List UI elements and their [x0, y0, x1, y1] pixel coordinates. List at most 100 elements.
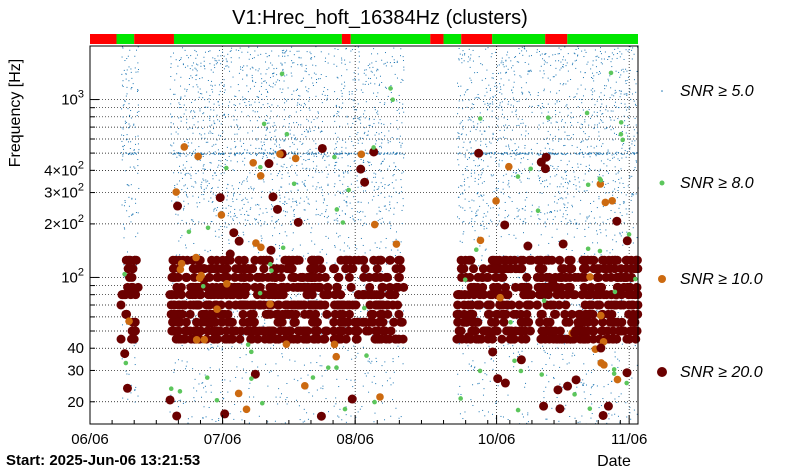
point-snr5: [476, 193, 478, 195]
point-snr5: [457, 373, 459, 375]
point-snr5: [230, 57, 232, 59]
point-snr20: [535, 317, 545, 327]
point-snr5: [234, 155, 236, 157]
point-snr5: [343, 81, 345, 83]
point-snr5: [488, 152, 490, 154]
point-snr5: [200, 152, 202, 154]
point-snr5: [549, 148, 551, 150]
point-snr5: [203, 387, 205, 389]
point-snr5: [213, 144, 215, 146]
point-snr5: [634, 167, 636, 169]
point-snr5: [387, 153, 389, 155]
point-snr5: [182, 168, 184, 170]
point-snr5: [226, 60, 228, 62]
point-snr5: [382, 139, 384, 141]
point-snr5: [252, 152, 254, 154]
point-snr5: [499, 153, 501, 155]
point-snr5: [270, 139, 272, 141]
point-snr5: [343, 346, 345, 348]
point-snr5: [540, 183, 542, 185]
point-snr5: [276, 115, 278, 117]
point-snr5: [302, 142, 304, 144]
point-snr5: [521, 50, 523, 52]
point-snr5: [290, 298, 292, 300]
point-snr5: [514, 143, 516, 145]
point-snr5: [605, 229, 607, 231]
point-snr5: [583, 391, 585, 393]
point-snr5: [121, 140, 123, 142]
point-snr5: [121, 84, 123, 86]
point-snr5: [470, 399, 472, 401]
point-snr5: [267, 122, 269, 124]
point-snr5: [599, 229, 601, 231]
point-snr5: [311, 152, 313, 154]
point-snr5: [282, 55, 284, 57]
point-snr5: [183, 153, 185, 155]
point-snr5: [505, 173, 507, 175]
point-snr5: [323, 198, 325, 200]
point-snr5: [218, 152, 220, 154]
point-snr5: [474, 72, 476, 74]
point-snr5: [519, 179, 521, 181]
point-snr5: [575, 222, 577, 224]
point-snr5: [186, 187, 188, 189]
point-snr5: [218, 368, 220, 370]
point-snr5: [367, 202, 369, 204]
point-snr5: [457, 132, 459, 134]
point-snr5: [597, 311, 599, 313]
point-snr5: [302, 153, 304, 155]
point-snr5: [376, 68, 378, 70]
point-snr5: [558, 240, 560, 242]
point-snr5: [260, 235, 262, 237]
point-snr5: [624, 103, 626, 105]
point-snr5: [560, 152, 562, 154]
point-snr5: [398, 94, 400, 96]
point-snr5: [234, 133, 236, 135]
point-snr5: [602, 221, 604, 223]
point-snr5: [362, 225, 364, 227]
point-snr5: [192, 117, 194, 119]
point-snr5: [238, 128, 240, 130]
point-snr5: [173, 371, 175, 373]
point-snr5: [575, 59, 577, 61]
point-snr5: [286, 100, 288, 102]
point-snr5: [268, 371, 270, 373]
point-snr5: [347, 154, 349, 156]
point-snr5: [379, 169, 381, 171]
point-snr5: [306, 196, 308, 198]
point-snr20: [329, 317, 339, 327]
point-snr5: [612, 180, 614, 182]
point-snr5: [237, 125, 239, 127]
point-snr5: [246, 180, 248, 182]
point-snr5: [468, 200, 470, 202]
point-snr5: [220, 391, 222, 393]
point-snr5: [571, 64, 573, 66]
point-snr5: [613, 132, 615, 134]
point-snr5: [339, 191, 341, 193]
point-snr5: [377, 220, 379, 222]
point-snr5: [482, 394, 484, 396]
point-snr5: [537, 153, 539, 155]
point-snr5: [351, 140, 353, 142]
point-snr5: [396, 138, 398, 140]
point-snr5: [607, 58, 609, 60]
point-snr5: [491, 175, 493, 177]
point-snr5: [378, 133, 380, 135]
point-snr5: [563, 126, 565, 128]
point-snr5: [508, 101, 510, 103]
point-snr5: [487, 411, 489, 413]
point-snr5: [315, 65, 317, 67]
point-snr5: [400, 416, 402, 418]
point-snr5: [241, 111, 243, 113]
point-snr5: [254, 218, 256, 220]
point-snr20: [586, 282, 596, 292]
point-snr5: [514, 153, 516, 155]
point-snr5: [125, 152, 127, 154]
point-snr5: [316, 186, 318, 188]
point-snr5: [310, 370, 312, 372]
point-snr5: [349, 202, 351, 204]
point-snr5: [218, 94, 220, 96]
point-snr5: [229, 50, 231, 52]
point-snr5: [216, 139, 218, 141]
point-snr5: [209, 168, 211, 170]
